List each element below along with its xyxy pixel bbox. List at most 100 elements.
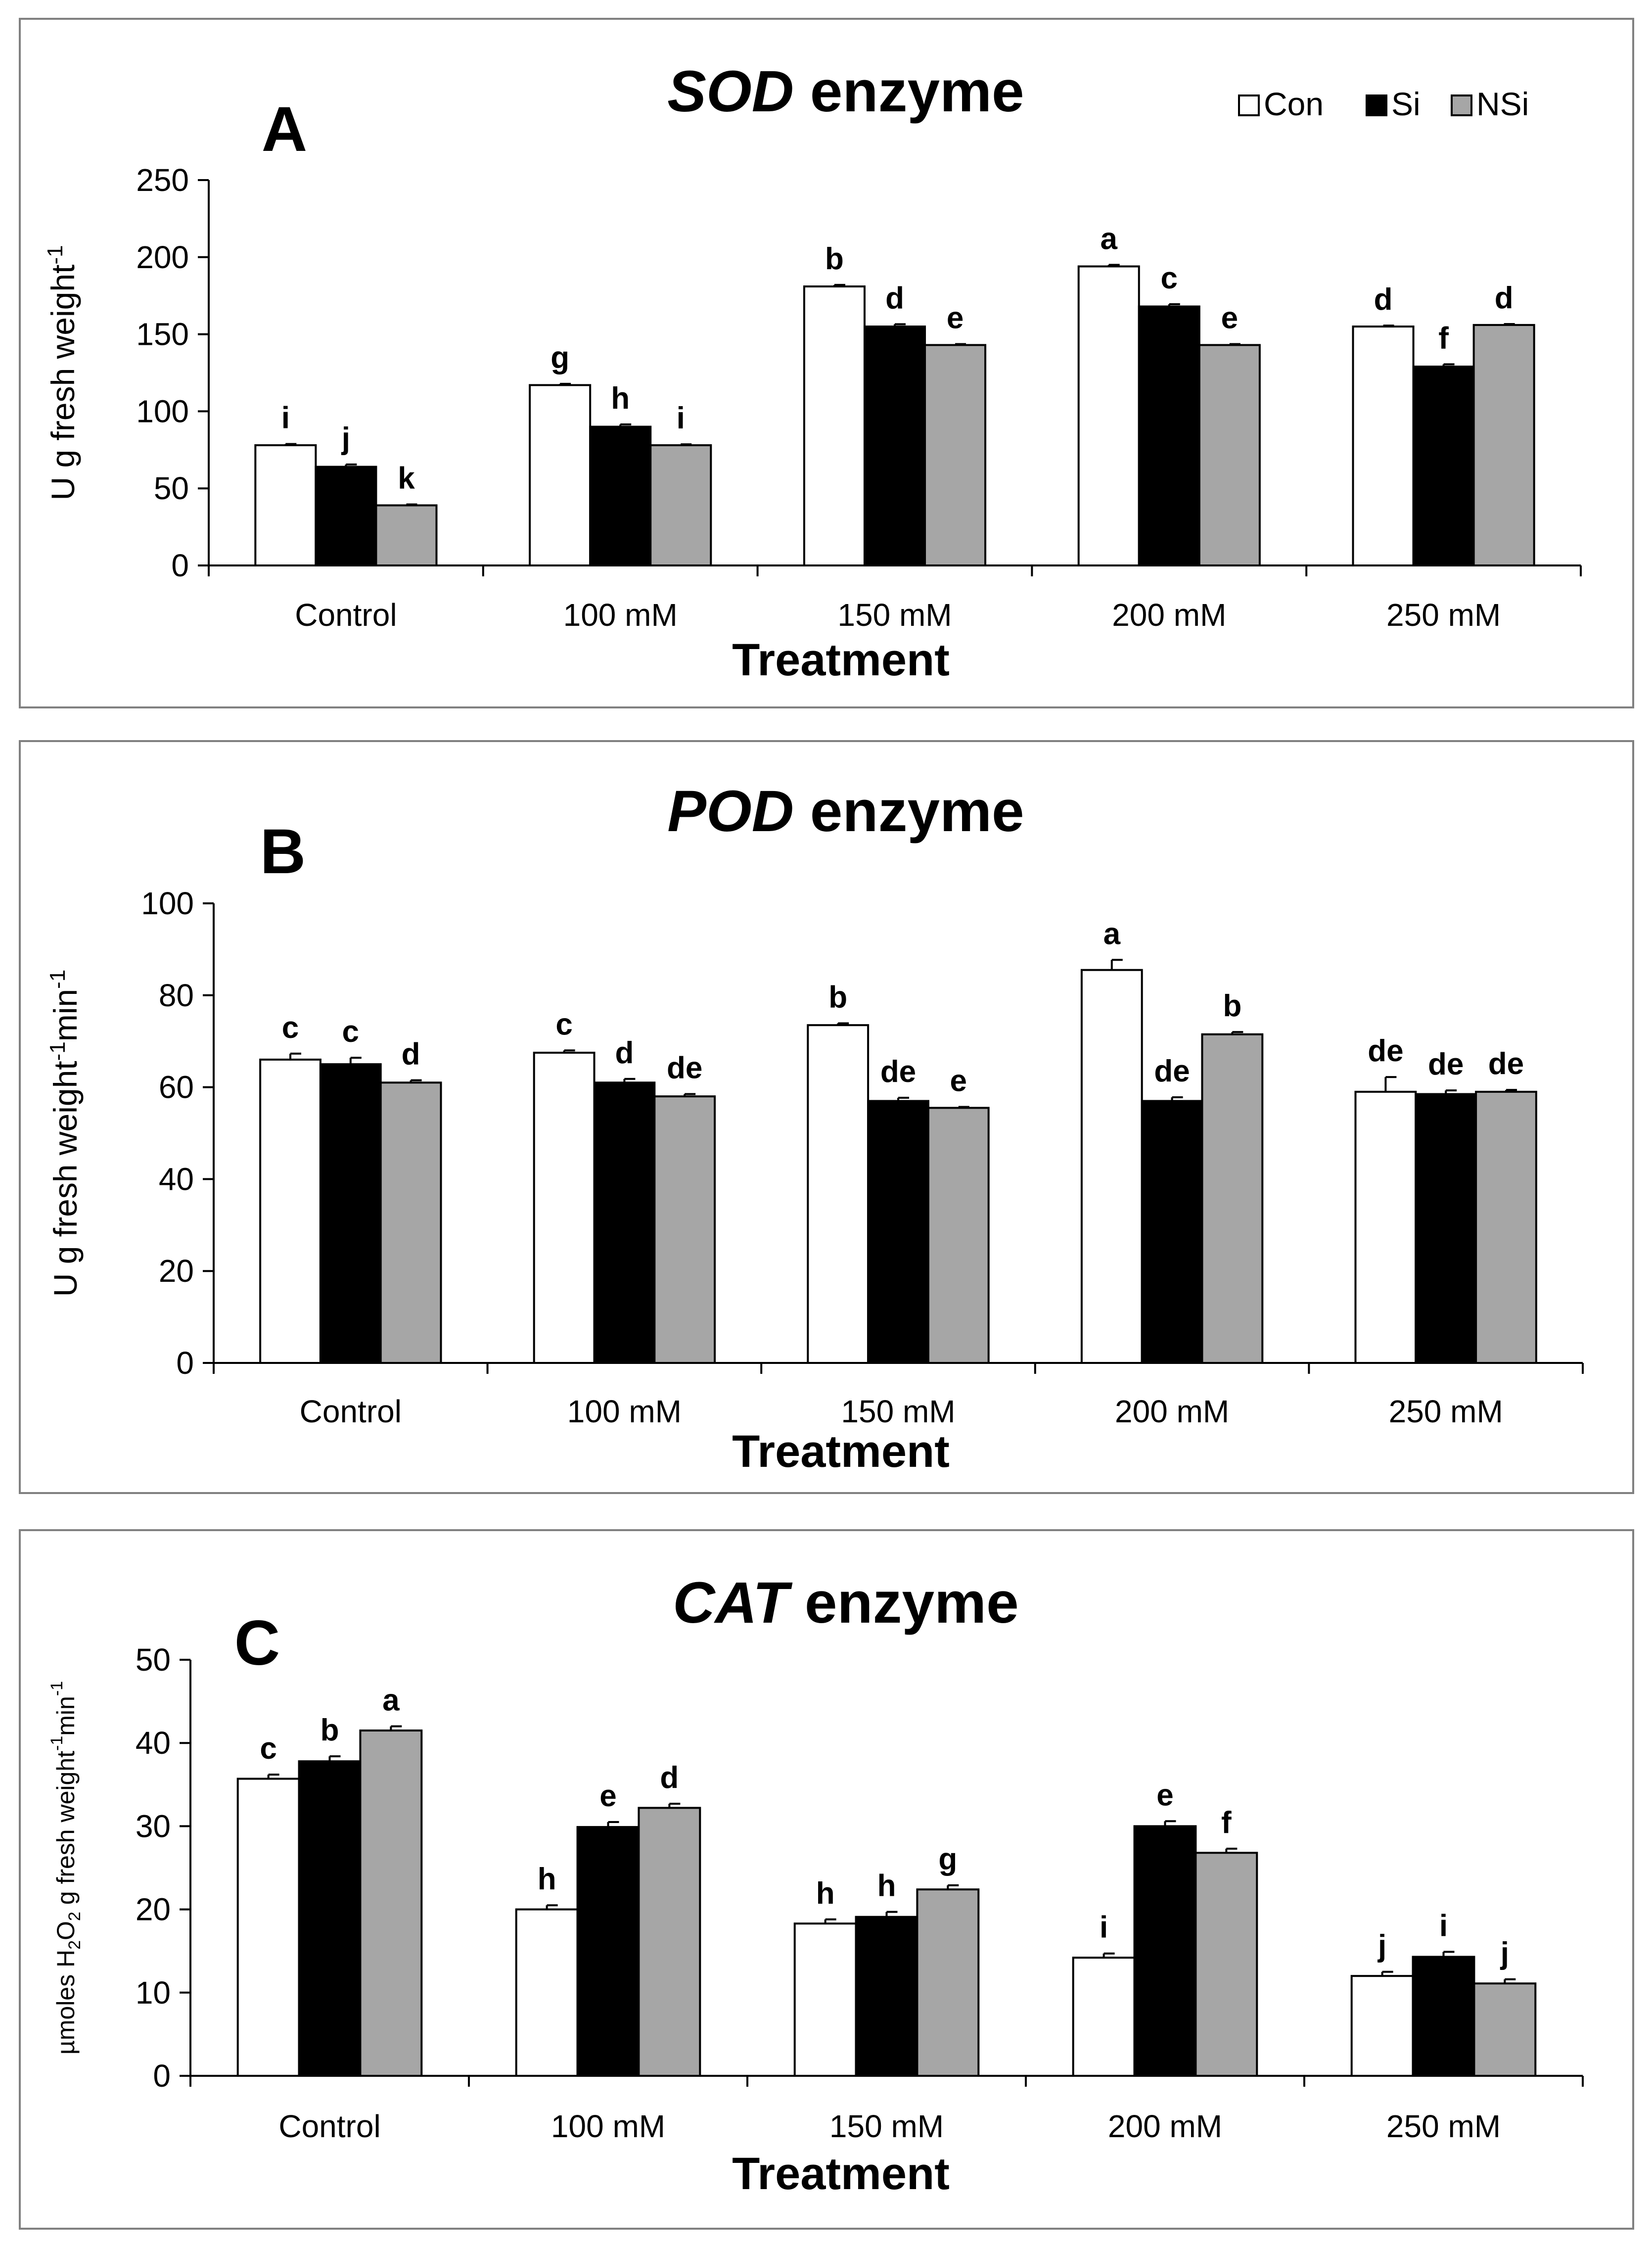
y-tick-label: 100 [141, 886, 194, 921]
significance-letter: i [1439, 1909, 1448, 1943]
bar [1473, 1982, 1537, 2077]
y-label-sub: 2 [65, 1912, 84, 1921]
x-tick-label: 100 mM [567, 1394, 682, 1429]
y-label-main: U g fresh weight [47, 1061, 84, 1297]
y-tick-label: 0 [176, 1345, 194, 1381]
bar [1354, 1090, 1417, 1364]
bar [1138, 305, 1200, 566]
panel-letter: A [262, 94, 307, 165]
bar [533, 1051, 596, 1364]
bar [315, 466, 377, 566]
chart-title: CAT enzyme [673, 1570, 1018, 1636]
x-tick-label: 150 mM [829, 2108, 944, 2144]
bar [638, 1807, 701, 2077]
significance-letter: de [1488, 1047, 1524, 1081]
y-tick-label: 20 [136, 1892, 171, 1927]
significance-letter: de [880, 1055, 916, 1089]
y-tick-label: 20 [159, 1253, 194, 1289]
chart-title-italic: SOD [667, 59, 794, 124]
significance-letter: de [1428, 1047, 1464, 1081]
bar [649, 444, 712, 567]
significance-letter: h [877, 1869, 896, 1903]
bar [379, 1081, 442, 1364]
bar [927, 1107, 990, 1364]
y-label-sub: 2 [65, 1940, 84, 1950]
y-tick-label: 100 [136, 393, 189, 429]
legend-swatch [1238, 94, 1260, 116]
y-tick-label: 60 [159, 1070, 194, 1105]
y-label-rest: g fresh weight [52, 1751, 80, 1912]
y-axis-label: U g fresh weight-1 [43, 245, 81, 500]
significance-letter: e [947, 301, 964, 335]
bar [254, 444, 317, 567]
bar [1198, 344, 1261, 566]
bar [1350, 1975, 1414, 2077]
bar [298, 1760, 362, 2077]
significance-letter: e [1156, 1778, 1173, 1812]
significance-letter: d [660, 1761, 679, 1795]
y-label-main: µmoles H [52, 1950, 80, 2055]
legend-label: Si [1391, 86, 1421, 122]
significance-letter: h [611, 381, 630, 416]
y-tick-label: 50 [154, 470, 189, 506]
significance-letter: e [599, 1779, 616, 1813]
y-tick-label: 10 [136, 1975, 171, 2011]
bar [1141, 1100, 1203, 1364]
chart-title-rest: enzyme [794, 779, 1024, 844]
significance-letter: g [938, 1842, 957, 1876]
significance-letter: j [1377, 1929, 1386, 1963]
significance-letter: d [885, 281, 904, 315]
bar [1133, 1825, 1197, 2077]
significance-letter: c [282, 1011, 299, 1045]
x-tick-label: 100 mM [551, 2108, 665, 2144]
panel-letter: C [234, 1608, 280, 1679]
significance-letter: b [1223, 989, 1241, 1023]
bar [1077, 265, 1140, 566]
significance-letter: e [1221, 301, 1238, 335]
chart-title: POD enzyme [667, 779, 1024, 844]
bar [867, 1100, 929, 1364]
x-tick-label: 200 mM [1115, 1394, 1229, 1429]
y-label-tail: min [47, 989, 84, 1041]
bar [1352, 326, 1415, 567]
bar [793, 1922, 857, 2077]
bar [359, 1729, 423, 2077]
significance-letter: f [1221, 1806, 1232, 1840]
legend: Con Si NSi [1238, 86, 1529, 122]
bar [259, 1058, 321, 1364]
y-tick-label: 0 [171, 548, 189, 583]
chart-title-italic: CAT [673, 1570, 793, 1636]
significance-letter: d [1374, 282, 1393, 317]
bar [1080, 969, 1143, 1364]
y-label-sup: -1 [47, 1681, 66, 1696]
y-label-sup: -1 [43, 245, 67, 264]
y-tick-label: 250 [136, 162, 189, 198]
y-tick-label: 40 [136, 1725, 171, 1761]
y-label-mid: O [52, 1921, 80, 1940]
y-label-sup: -1 [46, 970, 70, 989]
y-tick-label: 30 [136, 1808, 171, 1844]
chart-panel-a: SOD enzyme A 0 50 100 150 200 250 Control 100 mM 1… [19, 18, 1634, 708]
significance-letter: i [677, 401, 685, 435]
x-tick-label: 100 mM [563, 597, 678, 633]
significance-letter: d [615, 1036, 634, 1070]
y-tick-label: 40 [159, 1161, 194, 1197]
significance-letter: de [1368, 1034, 1403, 1068]
significance-letter: a [1103, 917, 1121, 951]
x-tick-label: Control [278, 2108, 380, 2144]
bar [236, 1778, 300, 2077]
y-tick-label: 200 [136, 239, 189, 275]
bar [576, 1826, 640, 2077]
bar [1201, 1033, 1264, 1364]
significance-letter: c [342, 1015, 359, 1049]
y-tick-label: 150 [136, 317, 189, 352]
y-label-sup: -1 [46, 1041, 70, 1061]
x-tick-label: 150 mM [837, 597, 952, 633]
significance-letter: a [1101, 222, 1118, 256]
x-axis-label: Treatment [732, 2149, 950, 2199]
y-tick-label: 0 [153, 2058, 171, 2094]
bar [855, 1916, 918, 2077]
significance-letter: c [1161, 261, 1178, 295]
y-tick-label: 80 [159, 978, 194, 1013]
